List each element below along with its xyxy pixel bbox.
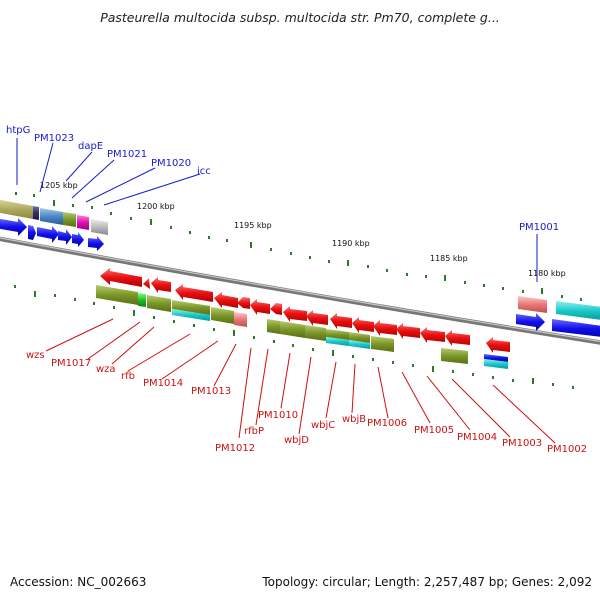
gene-wbjC-box[interactable] [349, 332, 370, 343]
gene-label-PM1002[interactable]: PM1002 [547, 444, 587, 455]
gene-arrow-forward[interactable] [516, 313, 545, 331]
ruler-label: 1190 kbp [332, 239, 370, 248]
gene-PM1014-box[interactable] [211, 307, 234, 324]
ruler-label: 1200 kbp [137, 202, 175, 211]
gene-label-PM1023[interactable]: PM1023 [34, 133, 74, 144]
gene-arrow-forward[interactable] [0, 218, 27, 236]
gene-wbjD-box[interactable] [326, 329, 349, 340]
gene-arrow-reverse[interactable] [486, 337, 510, 353]
gene-label-PM1013[interactable]: PM1013 [191, 386, 231, 397]
gene-arrow-reverse[interactable] [352, 317, 374, 333]
gene-wbjC-cyan[interactable] [349, 340, 370, 349]
gene-arrow-reverse[interactable] [151, 277, 171, 293]
gene-label-icc[interactable]: icc [197, 166, 211, 177]
gene-label-wbjD[interactable]: wbjD [284, 435, 309, 446]
ruler-label: 1180 kbp [528, 269, 566, 278]
gene-label-PM1014[interactable]: PM1014 [143, 378, 183, 389]
ruler-label: 1185 kbp [430, 254, 468, 263]
gene-label-wzs[interactable]: wzs [26, 350, 45, 361]
gene-arrow-reverse[interactable] [283, 306, 307, 322]
gene-wbjB-box[interactable] [371, 336, 394, 352]
gene-htpG-box[interactable] [0, 199, 33, 219]
gene-label-wza[interactable]: wza [96, 364, 116, 375]
ruler-label: 1205 kbp [40, 181, 78, 190]
gene-label-rfb[interactable]: rfb [121, 371, 135, 382]
gene-arrow-reverse[interactable] [373, 320, 397, 336]
gene-arrow-reverse[interactable] [270, 303, 282, 315]
gene-PM1012-box[interactable] [267, 319, 280, 334]
top-leader-lines [16, 138, 538, 282]
reverse-gene-arrows [100, 268, 510, 353]
gene-PM1023-box[interactable] [33, 206, 39, 220]
reverse-feature-boxes [96, 285, 508, 369]
page-title: Pasteurella multocida subsp. multocida s… [100, 10, 500, 25]
gene-PM1017-box[interactable] [138, 293, 146, 307]
gene-arrow-reverse[interactable] [143, 278, 150, 289]
gene-arrow-reverse[interactable] [396, 323, 420, 339]
inner-scale-ticks [14, 285, 574, 389]
accession-text: Accession: NC_002663 [10, 575, 147, 589]
gene-arrow-reverse[interactable] [445, 330, 470, 346]
ruler-label: 1195 kbp [234, 221, 272, 230]
gene-label-wbjC[interactable]: wbjC [311, 420, 335, 431]
gene-label-PM1003[interactable]: PM1003 [502, 438, 542, 449]
gene-arrow-reverse[interactable] [100, 268, 142, 287]
gene-label-PM1017[interactable]: PM1017 [51, 358, 91, 369]
gene-label-PM1021[interactable]: PM1021 [107, 149, 147, 160]
gene-arrow-reverse[interactable] [214, 292, 238, 308]
gene-arrow-reverse[interactable] [330, 313, 352, 329]
genome-summary-text: Topology: circular; Length: 2,257,487 bp… [262, 575, 592, 589]
gene-rfb-box[interactable] [172, 300, 210, 315]
gene-PM1003-cyan[interactable] [484, 359, 508, 369]
gene-PM1003-box[interactable] [484, 354, 508, 362]
gene-cyan-box[interactable] [556, 301, 600, 321]
gene-PM1021-box[interactable] [63, 212, 76, 227]
feature-track-top-right [516, 296, 600, 338]
genome-backbone [0, 236, 600, 345]
gene-arrow-reverse[interactable] [175, 284, 213, 302]
gene-wzs-box[interactable] [96, 285, 138, 305]
genome-backbone-highlight [0, 237, 600, 343]
gene-PM1001-box[interactable] [518, 296, 547, 313]
gene-label-htpG[interactable]: htpG [6, 125, 30, 136]
gene-icc-box[interactable] [91, 219, 108, 235]
gene-label-PM1005[interactable]: PM1005 [414, 425, 454, 436]
gene-arrow-forward[interactable] [88, 236, 104, 251]
gene-arrow-reverse[interactable] [237, 297, 250, 309]
gene-arrow-reverse[interactable] [306, 310, 328, 326]
gene-arrow-reverse[interactable] [250, 299, 270, 315]
gene-PM1005-box[interactable] [441, 348, 468, 364]
gene-wbjD-cyan[interactable] [326, 337, 349, 346]
gene-arrow-reverse[interactable] [420, 327, 445, 343]
gene-label-wbjB[interactable]: wbjB [342, 414, 366, 425]
gene-PM1020-box[interactable] [77, 215, 89, 230]
gene-PM1013-box[interactable] [234, 312, 247, 327]
gene-label-PM1012[interactable]: PM1012 [215, 443, 255, 454]
gene-label-PM1010[interactable]: PM1010 [258, 410, 298, 421]
outer-scale-ticks [15, 192, 582, 301]
gene-rfbP-box[interactable] [280, 321, 305, 338]
feature-track-top-left [0, 199, 108, 251]
gene-rfb-cyan[interactable] [172, 309, 210, 321]
gene-label-rfbP[interactable]: rfbP [244, 426, 264, 437]
gene-arrow-forward[interactable] [552, 319, 600, 338]
gene-label-dapE[interactable]: dapE [78, 141, 103, 152]
gene-arrow-forward[interactable] [37, 226, 59, 243]
gene-label-PM1001[interactable]: PM1001 [519, 222, 559, 233]
gene-arrow-forward[interactable] [72, 232, 84, 247]
gene-dapE-box[interactable] [40, 208, 63, 225]
bottom-leader-lines [45, 318, 556, 444]
gene-arrow-forward[interactable] [58, 229, 72, 245]
gene-label-PM1004[interactable]: PM1004 [457, 432, 497, 443]
gene-arrow-forward[interactable] [28, 225, 36, 240]
gene-wza-box[interactable] [147, 295, 171, 312]
gene-label-PM1020[interactable]: PM1020 [151, 158, 191, 169]
gene-label-PM1006[interactable]: PM1006 [367, 418, 407, 429]
gene-PM1010-box[interactable] [305, 325, 326, 341]
